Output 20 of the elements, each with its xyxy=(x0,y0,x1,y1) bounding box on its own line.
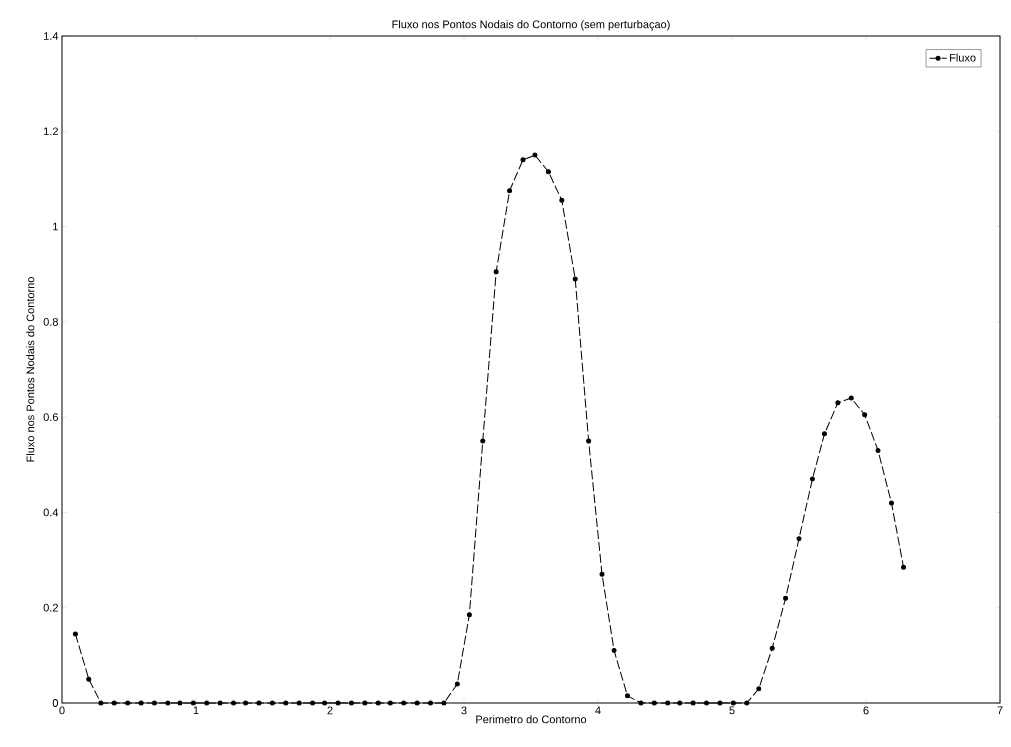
x-tick-label: 5 xyxy=(729,706,735,715)
x-tick-label: 3 xyxy=(461,706,467,715)
y-tick-label: 1.2 xyxy=(44,127,58,136)
x-tick-label: 4 xyxy=(595,706,601,715)
x-tick-label: 1 xyxy=(193,706,199,715)
y-tick-label: 1.4 xyxy=(44,32,59,40)
y-tick-label: 0.4 xyxy=(43,508,59,517)
x-tick-label: 0 xyxy=(59,706,65,715)
y-tick-label: 0.6 xyxy=(43,413,58,422)
legend-label: Fluxo xyxy=(950,53,976,62)
x-tick-label: 7 xyxy=(997,706,1003,715)
x-tick-label: 6 xyxy=(863,706,869,715)
y-tick-label: 0 xyxy=(52,699,59,707)
y-tick-label: 1 xyxy=(53,222,58,231)
x-tick-label: 2 xyxy=(327,706,333,715)
y-tick-label: 0.2 xyxy=(43,603,58,612)
chart-title: Fluxo nos Pontos Nodais do Contorno (sem perturbaçao) xyxy=(392,20,670,31)
y-axis-title: Fluxo nos Pontos Nodais do Contorno xyxy=(26,277,35,462)
x-axis-title: Perimetro do Contorno xyxy=(476,715,587,724)
y-tick-label: 0.8 xyxy=(43,317,58,326)
